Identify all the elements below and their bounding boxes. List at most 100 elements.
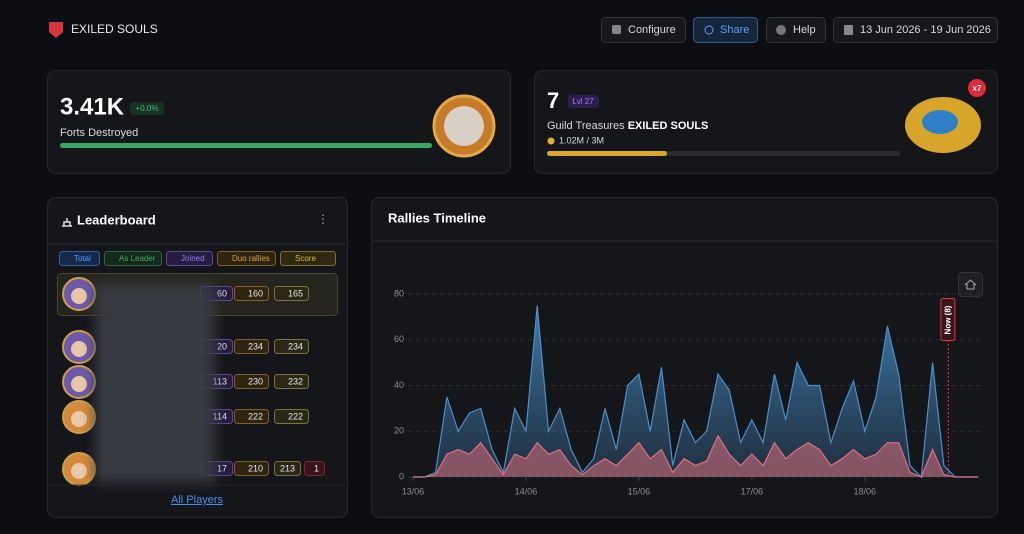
y-tick-label: 0 <box>399 471 404 481</box>
now-label: Now (8) <box>943 305 952 334</box>
joined-value: 113 <box>213 376 227 386</box>
score-chip <box>274 286 309 301</box>
duo-value: 222 <box>248 411 263 421</box>
score-value: 232 <box>288 376 303 386</box>
progress-bar <box>60 143 432 148</box>
avatar-face <box>71 341 87 357</box>
all-players-link[interactable]: All Players <box>171 494 223 506</box>
score-chip <box>274 461 301 476</box>
count-badge <box>968 79 986 97</box>
joined-value: 114 <box>213 411 227 421</box>
level-badge <box>568 95 599 108</box>
leaderboard-title: Leaderboard <box>77 212 156 227</box>
joined-value: 20 <box>217 341 227 351</box>
label: Guild Treasures <box>547 120 625 132</box>
x-tick-label: 14/06 <box>515 486 538 496</box>
level: Lvl 27 <box>572 97 594 106</box>
icon <box>612 25 621 34</box>
y-tick-label: 80 <box>394 288 404 298</box>
date-range[interactable]: 13 Jun 2026 - 19 Jun 2026 <box>860 24 991 36</box>
duo-value: 160 <box>248 288 263 298</box>
menu-button[interactable]: ⋮ <box>317 212 329 226</box>
change: +0.0% <box>136 104 159 113</box>
duo-chip <box>234 461 269 476</box>
y-tick-label: 40 <box>394 380 404 390</box>
help-button[interactable] <box>766 17 826 43</box>
filter-label[interactable]: As Leader <box>119 254 156 263</box>
y-tick-label: 20 <box>394 426 404 436</box>
filter-chip[interactable] <box>217 251 276 266</box>
extra-chip <box>304 461 325 476</box>
duo-chip <box>234 339 269 354</box>
score-chip <box>274 374 309 389</box>
treasures-value: 7 <box>547 88 559 113</box>
configure-button[interactable] <box>601 17 686 43</box>
progress-bar <box>547 151 668 156</box>
icon <box>704 25 714 35</box>
area <box>413 435 978 477</box>
joined-value: 60 <box>217 288 227 298</box>
score-chip <box>274 339 309 354</box>
avatar-face <box>71 411 87 427</box>
icon <box>776 25 786 35</box>
x-tick-label: 17/06 <box>741 486 764 496</box>
avatar-face <box>71 288 87 304</box>
filter-label[interactable]: Joined <box>181 254 205 263</box>
filter-chip[interactable] <box>104 251 162 266</box>
filter-chip[interactable] <box>59 251 100 266</box>
line <box>413 305 978 479</box>
duo-chip <box>234 374 269 389</box>
score-chip <box>274 409 309 424</box>
forts-label: Forts Destroyed <box>60 127 138 139</box>
chart: 0 20 40 60 80 13/06 14/06 15/06 17/06 18/06 Now (8… <box>394 288 980 496</box>
area <box>413 305 978 477</box>
rows: 60 160 165 20 234 234 113 230 232 114 222 222 17 210 2… <box>62 277 325 486</box>
filter-label[interactable]: Score <box>295 254 316 263</box>
duo-value: 234 <box>248 341 263 351</box>
x-tick-label: 13/06 <box>402 486 425 496</box>
score-value: 234 <box>288 341 303 351</box>
button-label[interactable]: Help <box>793 24 816 36</box>
avatar-face <box>71 463 87 479</box>
fort-image-detail <box>444 106 484 146</box>
score-value: 213 <box>280 463 295 473</box>
date-range-button[interactable] <box>833 17 998 43</box>
score-value: 222 <box>288 411 303 421</box>
treasure-gems <box>922 110 958 134</box>
count: x7 <box>973 84 982 93</box>
score-value: 165 <box>288 288 303 298</box>
blurred-names <box>95 283 215 483</box>
filter-chip[interactable] <box>280 251 336 266</box>
brand: EXILED SOULS <box>49 22 158 38</box>
treasures-label: Guild Treasures EXILED SOULS <box>547 120 708 132</box>
chart-title: Rallies Timeline <box>388 210 486 225</box>
reset-zoom-button[interactable] <box>958 272 983 297</box>
icon <box>844 25 853 35</box>
star-icon <box>547 137 555 145</box>
duo-value: 230 <box>248 376 263 386</box>
leaderboard-icon <box>62 218 72 227</box>
filter-label[interactable]: Total <box>74 254 91 263</box>
change-badge <box>130 102 164 115</box>
guild: EXILED SOULS <box>628 120 709 132</box>
y-tick-label: 60 <box>394 334 404 344</box>
button-label[interactable]: Share <box>720 24 749 36</box>
avatar-face <box>71 376 87 392</box>
filters: Total As Leader Joined Duo rallies Score <box>59 251 336 266</box>
filter-chip[interactable] <box>166 251 213 266</box>
filter-label[interactable]: Duo rallies <box>232 254 270 263</box>
progress-text: 1.02M / 3M <box>559 135 604 145</box>
duo-chip <box>234 286 269 301</box>
home-icon <box>964 279 977 290</box>
line <box>413 434 978 478</box>
duo-chip <box>234 409 269 424</box>
treasures-card <box>534 70 998 174</box>
x-tick-label: 15/06 <box>628 486 651 496</box>
x-tick-label: 18/06 <box>854 486 877 496</box>
button-label[interactable]: Configure <box>628 24 676 36</box>
joined-value: 17 <box>217 463 227 473</box>
duo-value: 210 <box>248 463 263 473</box>
forts-value: 3.41K <box>60 93 125 120</box>
share-button[interactable] <box>693 17 758 43</box>
